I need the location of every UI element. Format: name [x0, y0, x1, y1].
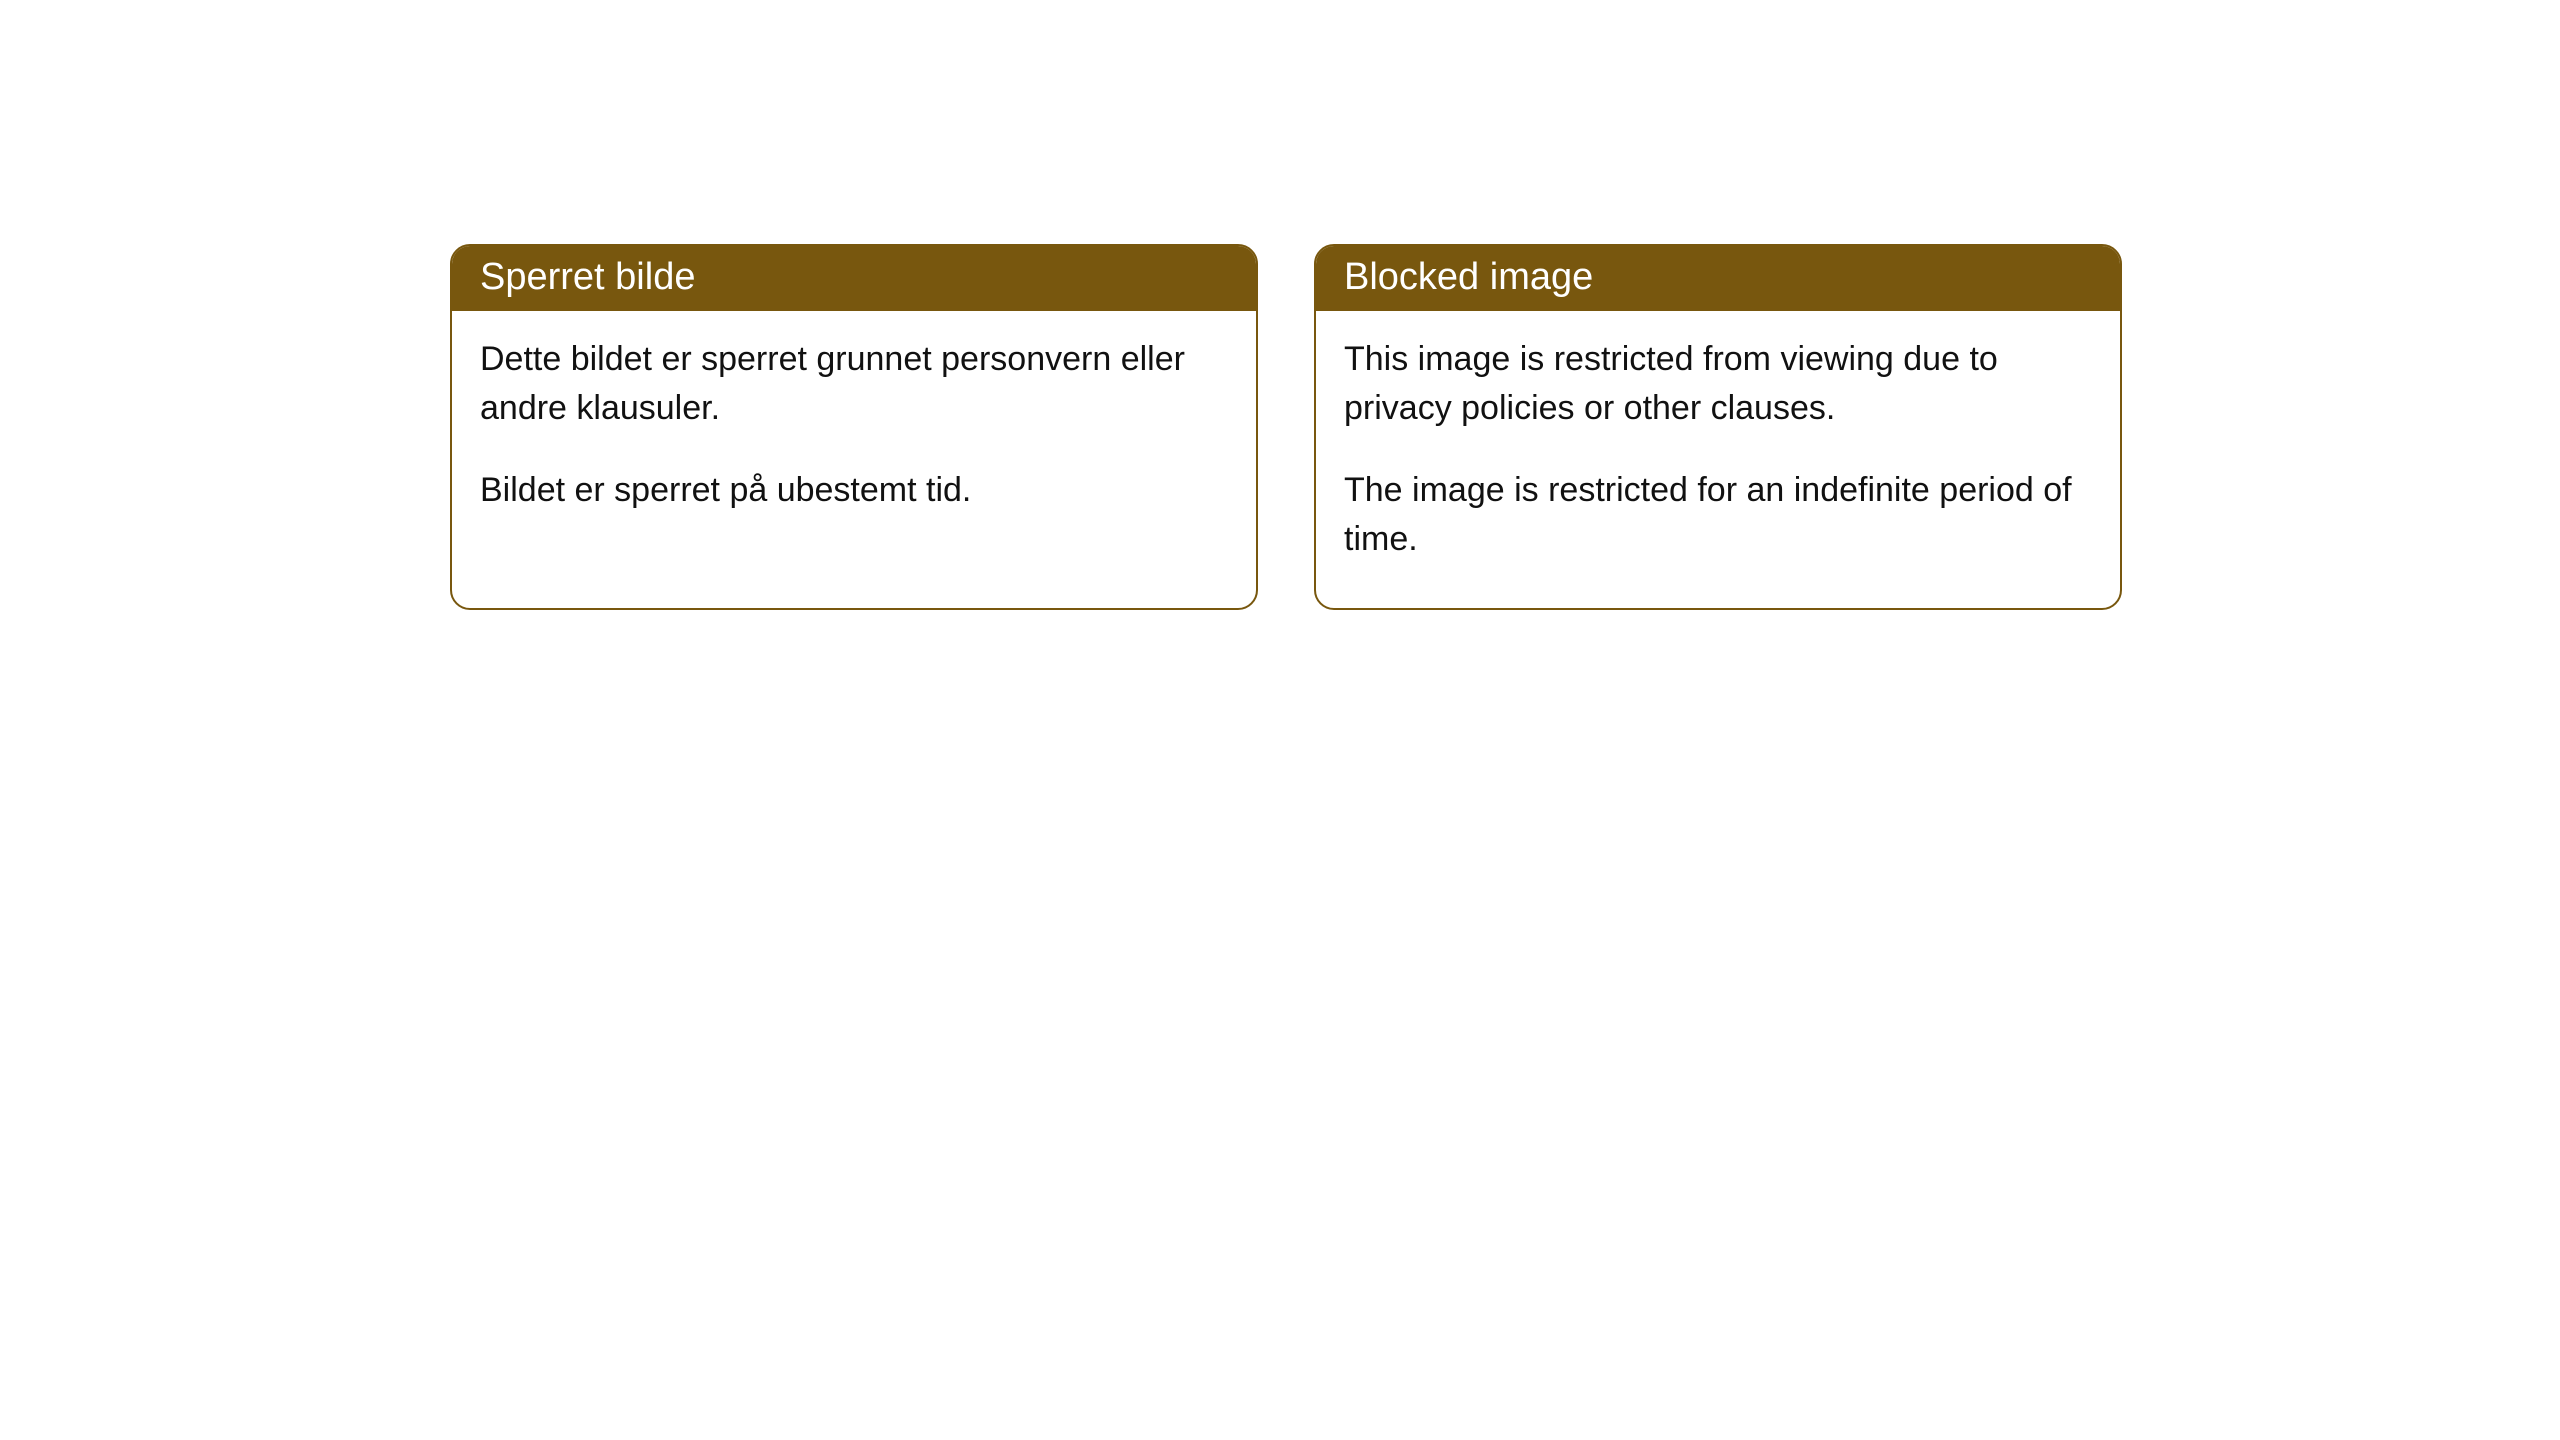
- notice-text-1: Dette bildet er sperret grunnet personve…: [480, 335, 1228, 434]
- blocked-image-card-en: Blocked image This image is restricted f…: [1314, 244, 2122, 610]
- card-body: Dette bildet er sperret grunnet personve…: [452, 311, 1256, 559]
- card-title: Sperret bilde: [452, 246, 1256, 311]
- notice-cards-container: Sperret bilde Dette bildet er sperret gr…: [0, 0, 2560, 610]
- notice-text-2: The image is restricted for an indefinit…: [1344, 466, 2092, 565]
- notice-text-2: Bildet er sperret på ubestemt tid.: [480, 466, 1228, 515]
- notice-text-1: This image is restricted from viewing du…: [1344, 335, 2092, 434]
- card-body: This image is restricted from viewing du…: [1316, 311, 2120, 608]
- card-title: Blocked image: [1316, 246, 2120, 311]
- blocked-image-card-no: Sperret bilde Dette bildet er sperret gr…: [450, 244, 1258, 610]
